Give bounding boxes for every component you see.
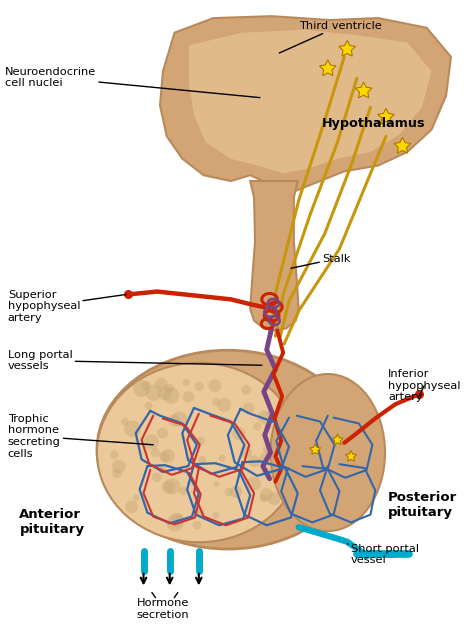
Circle shape xyxy=(144,434,159,450)
Text: Anterior
pituitary: Anterior pituitary xyxy=(19,508,84,536)
Circle shape xyxy=(112,460,126,473)
Circle shape xyxy=(197,437,205,445)
Polygon shape xyxy=(310,444,321,454)
Text: Superior
hypophyseal
artery: Superior hypophyseal artery xyxy=(8,290,126,323)
Circle shape xyxy=(225,487,233,496)
Circle shape xyxy=(168,415,180,427)
Circle shape xyxy=(158,386,172,400)
Circle shape xyxy=(166,515,183,532)
Circle shape xyxy=(161,449,175,463)
Polygon shape xyxy=(319,60,336,75)
Text: Posterior
pituitary: Posterior pituitary xyxy=(388,491,457,519)
Circle shape xyxy=(175,514,183,522)
Polygon shape xyxy=(346,451,356,461)
Circle shape xyxy=(243,403,255,415)
Circle shape xyxy=(260,494,268,502)
Circle shape xyxy=(258,410,272,424)
Polygon shape xyxy=(356,82,372,98)
Polygon shape xyxy=(250,181,299,330)
Circle shape xyxy=(248,455,260,467)
Circle shape xyxy=(112,468,122,478)
Ellipse shape xyxy=(97,350,359,549)
Circle shape xyxy=(241,385,251,395)
Circle shape xyxy=(260,488,273,501)
Circle shape xyxy=(170,513,184,527)
Text: Long portal
vessels: Long portal vessels xyxy=(8,350,262,372)
Text: Inferior
hypophyseal
artery: Inferior hypophyseal artery xyxy=(388,369,460,403)
Polygon shape xyxy=(160,16,451,191)
Text: Neuroendocrine
cell nuclei: Neuroendocrine cell nuclei xyxy=(5,66,260,97)
Circle shape xyxy=(145,402,153,410)
Circle shape xyxy=(162,480,175,494)
Circle shape xyxy=(232,427,245,440)
Circle shape xyxy=(196,509,205,518)
Circle shape xyxy=(110,451,118,459)
Text: Stalk: Stalk xyxy=(291,254,350,268)
Circle shape xyxy=(155,378,168,391)
Circle shape xyxy=(125,500,138,513)
Circle shape xyxy=(124,420,141,437)
Circle shape xyxy=(212,398,220,406)
Circle shape xyxy=(146,384,162,401)
Circle shape xyxy=(133,380,150,397)
Text: Hypothalamus: Hypothalamus xyxy=(322,117,426,130)
Circle shape xyxy=(133,494,139,501)
Text: Third ventricle: Third ventricle xyxy=(279,21,382,53)
Text: Short portal
vessel: Short portal vessel xyxy=(347,544,419,565)
Circle shape xyxy=(182,391,194,403)
Text: Trophic
hormone
secreting
cells: Trophic hormone secreting cells xyxy=(8,414,153,458)
Circle shape xyxy=(246,477,261,491)
Circle shape xyxy=(151,448,160,457)
Circle shape xyxy=(157,428,168,439)
Circle shape xyxy=(159,466,166,473)
Polygon shape xyxy=(332,434,343,444)
Circle shape xyxy=(264,468,273,478)
Circle shape xyxy=(172,411,187,427)
Polygon shape xyxy=(394,137,411,153)
Circle shape xyxy=(195,382,204,391)
Circle shape xyxy=(230,486,242,498)
Circle shape xyxy=(159,451,170,462)
Ellipse shape xyxy=(97,363,301,542)
Circle shape xyxy=(182,379,190,386)
Circle shape xyxy=(240,446,252,458)
Polygon shape xyxy=(339,41,356,56)
Circle shape xyxy=(267,492,281,505)
Circle shape xyxy=(164,479,181,494)
Circle shape xyxy=(266,411,274,418)
Circle shape xyxy=(260,451,275,467)
Circle shape xyxy=(192,521,201,529)
Circle shape xyxy=(198,456,206,464)
Circle shape xyxy=(179,487,187,495)
Text: Hormone
secretion: Hormone secretion xyxy=(137,598,189,620)
Polygon shape xyxy=(378,108,394,124)
Ellipse shape xyxy=(271,374,385,531)
Circle shape xyxy=(253,422,261,430)
Circle shape xyxy=(263,445,270,453)
Polygon shape xyxy=(189,30,431,173)
Circle shape xyxy=(141,381,151,391)
Circle shape xyxy=(217,398,231,411)
Circle shape xyxy=(213,481,219,487)
Circle shape xyxy=(209,379,221,392)
Circle shape xyxy=(219,455,226,461)
Circle shape xyxy=(163,387,179,404)
Circle shape xyxy=(152,472,162,482)
Circle shape xyxy=(264,422,272,430)
Circle shape xyxy=(164,384,174,393)
Circle shape xyxy=(212,512,219,519)
Circle shape xyxy=(121,418,129,425)
